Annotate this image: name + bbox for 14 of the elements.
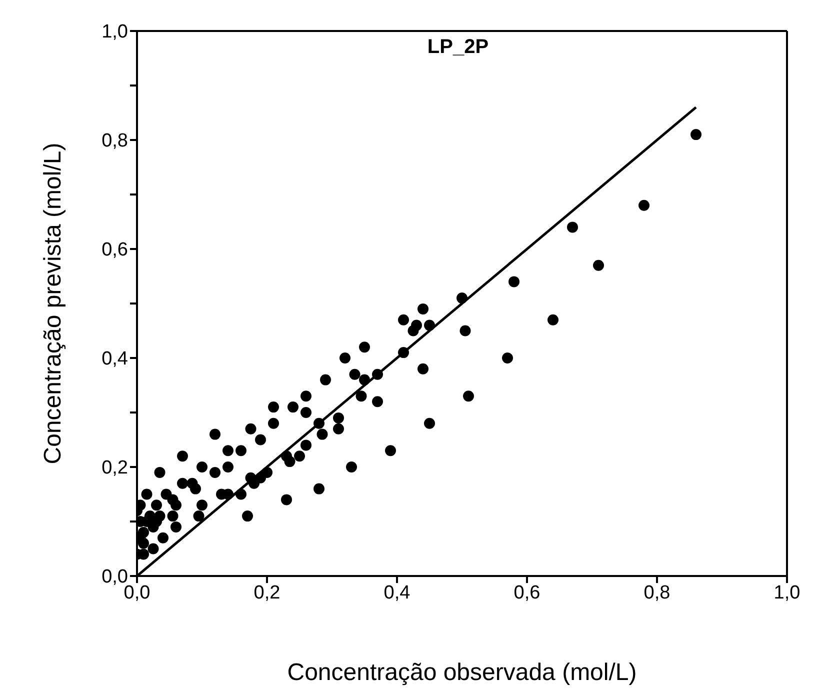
y-axis-title: Concentração prevista (mol/L) (40, 142, 67, 464)
y-tick-label: 1,0 (102, 22, 128, 43)
x-tick-label: 1,0 (774, 582, 800, 604)
x-tick-label: 0,6 (514, 582, 540, 604)
y-tick-label: 0,8 (102, 130, 128, 152)
x-tick-label: 0,8 (644, 582, 670, 604)
x-tick-label: 0,2 (254, 582, 280, 604)
y-tick-label: 0,2 (102, 458, 128, 479)
chart-title: LP_2P (426, 36, 490, 59)
x-axis-title: Concentração observada (mol/L) (287, 659, 637, 686)
y-tick-label: 0,4 (102, 348, 128, 370)
y-tick-label: 0,6 (102, 240, 128, 261)
x-tick-label: 0,4 (384, 582, 411, 604)
x-tick-label: 0,0 (124, 582, 150, 604)
